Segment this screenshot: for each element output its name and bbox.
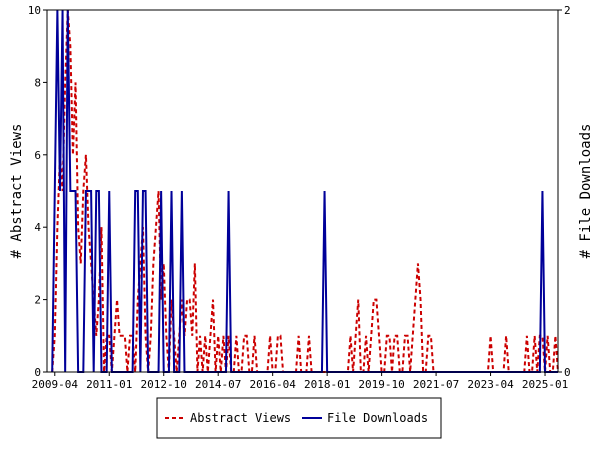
x-tick-label: 2009-04 (32, 378, 79, 391)
y-left-tick-label: 10 (28, 4, 41, 17)
y-axis-right-title: # File Downloads (578, 124, 594, 259)
x-tick-label: 2025-01 (522, 378, 568, 391)
x-tick-label: 2023-04 (467, 378, 514, 391)
x-tick-label: 2014-07 (195, 378, 241, 391)
y-left-tick-label: 8 (34, 76, 41, 89)
x-tick-label: 2019-10 (358, 378, 404, 391)
y-left-tick-label: 6 (34, 149, 41, 162)
y-axis-right: 02 (558, 4, 571, 379)
y-left-tick-label: 2 (34, 294, 41, 307)
y-left-tick-label: 4 (34, 221, 41, 234)
legend-label-file-downloads: File Downloads (327, 411, 428, 425)
legend-box (156, 397, 442, 439)
x-tick-label: 2018-01 (304, 378, 350, 391)
x-tick-label: 2012-10 (141, 378, 187, 391)
x-tick-label: 2016-04 (249, 378, 296, 391)
y-axis-left-title: # Abstract Views (9, 124, 25, 259)
y-left-tick-label: 0 (34, 366, 41, 379)
plot-frame (46, 9, 559, 373)
x-axis: 2009-04 2011-01 2012-10 2014-07 2016-04 2018-… (32, 372, 568, 391)
x-tick-label: 2011-01 (86, 378, 132, 391)
x-tick-label: 2021-07 (413, 378, 459, 391)
plot-area (47, 10, 558, 372)
legend-label-abstract-views: Abstract Views (190, 411, 291, 425)
y-right-tick-label: 0 (564, 366, 571, 379)
legend: Abstract Views File Downloads (156, 397, 442, 439)
y-axis-left: 0 2 4 6 8 10 (28, 4, 47, 379)
y-right-tick-label: 2 (564, 4, 571, 17)
